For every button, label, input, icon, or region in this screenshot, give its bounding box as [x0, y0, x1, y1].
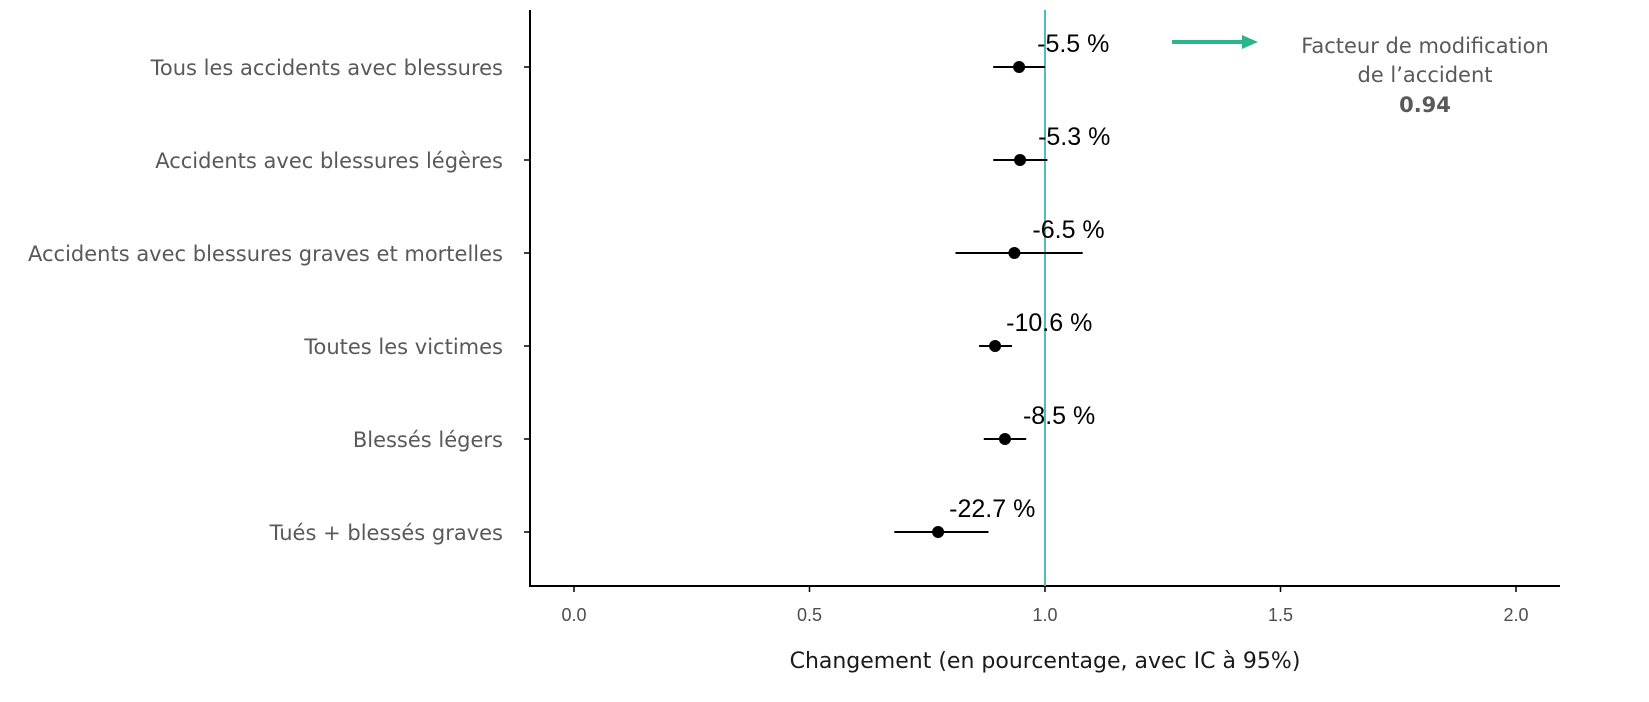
x-tick-label: 0.0 [561, 605, 586, 625]
category-label: Toutes les victimes [303, 335, 503, 359]
point-estimate [1014, 154, 1027, 166]
data-label: -6.5 % [1032, 216, 1104, 244]
x-tick-label: 1.0 [1032, 605, 1057, 625]
data-label: -8.5 % [1023, 402, 1095, 430]
point-estimate [1013, 61, 1026, 73]
x-tick-label: 2.0 [1503, 605, 1528, 625]
x-tick-label: 0.5 [797, 605, 822, 625]
data-label: -22.7 % [949, 495, 1035, 523]
data-label: -5.5 % [1037, 30, 1109, 58]
category-label: Accidents avec blessures légères [155, 149, 503, 173]
category-label: Tués + blessés graves [269, 521, 503, 545]
category-label: Blessés légers [353, 428, 503, 452]
crmf-annotation: Facteur de modification de l’accident 0.… [1172, 34, 1549, 117]
category-label: Tous les accidents avec blessures [150, 56, 503, 80]
data-labels: -5.5 % -5.3 % -6.5 % -10.6 % -8.5 % -22.7 % [949, 30, 1110, 523]
point-estimate [998, 433, 1011, 445]
point-estimate [989, 340, 1002, 352]
annotation-line2: de l’accident [1357, 63, 1492, 87]
arrow-right-icon [1172, 35, 1258, 49]
x-tick-label: 1.5 [1268, 605, 1293, 625]
annotation-line1: Facteur de modification [1301, 34, 1549, 58]
category-label: Accidents avec blessures graves et morte… [28, 242, 503, 266]
category-labels: Tous les accidents avec blessures Acciden… [28, 56, 530, 545]
data-label: -5.3 % [1038, 123, 1110, 151]
x-ticks: 0.0 0.5 1.0 1.5 2.0 [561, 586, 1529, 625]
x-axis-title: Changement (en pourcentage, avec IC à 95… [790, 649, 1301, 674]
data-marks [894, 61, 1083, 538]
annotation-value: 0.94 [1399, 93, 1451, 117]
point-estimate [932, 526, 945, 538]
point-estimate [1008, 247, 1021, 259]
data-label: -10.6 % [1006, 309, 1092, 337]
